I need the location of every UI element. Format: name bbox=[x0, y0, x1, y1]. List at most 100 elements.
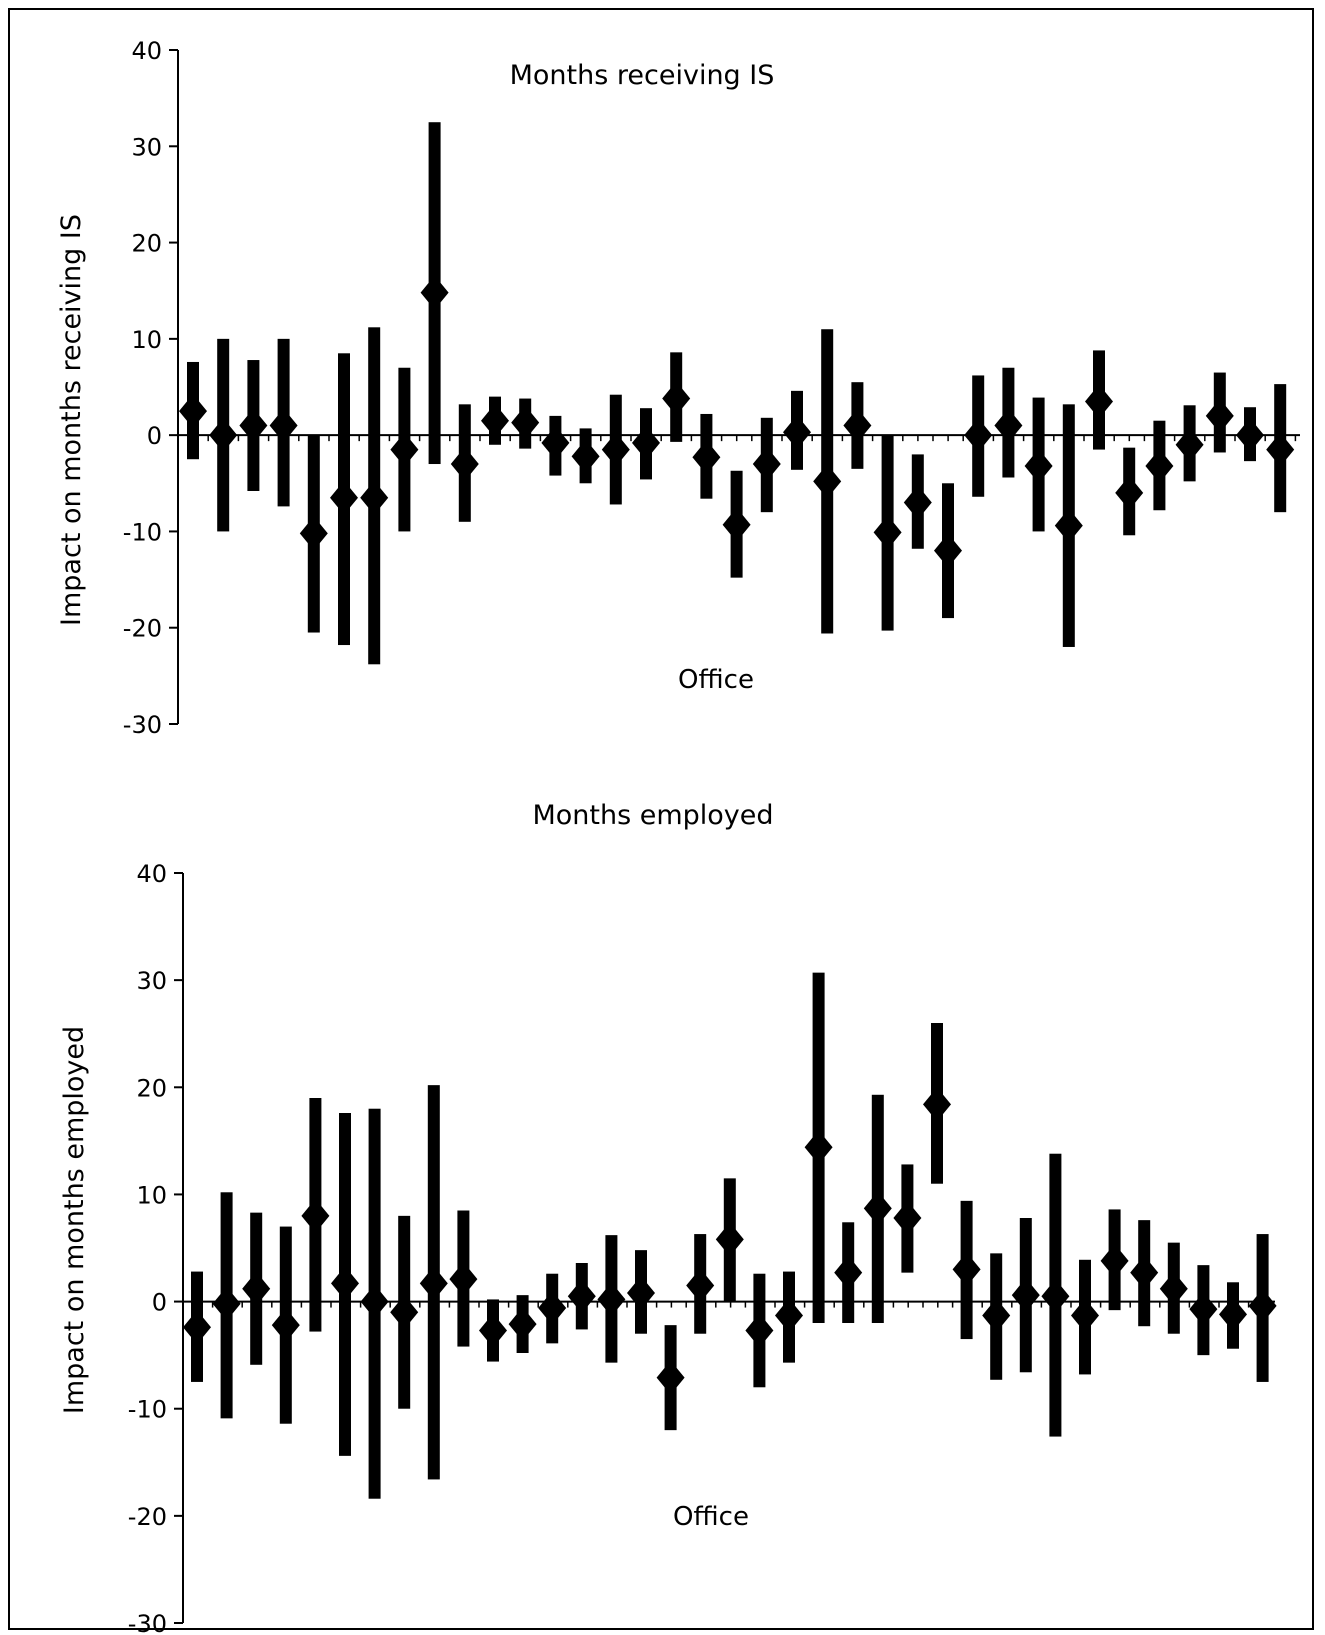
point-estimate-marker bbox=[481, 403, 509, 438]
chart-axes-1: 40 30 20 10 0 -10 -20 -30 bbox=[123, 37, 1300, 739]
chart-marks-1 bbox=[179, 122, 1295, 665]
point-estimate-marker bbox=[662, 381, 691, 416]
point-estimate-marker bbox=[271, 1308, 300, 1343]
point-estimate-marker bbox=[1071, 1298, 1099, 1333]
y-axis-title-2: Impact on months employed bbox=[59, 1026, 90, 1414]
point-estimate-marker bbox=[360, 480, 389, 515]
point-estimate-marker bbox=[1159, 1271, 1188, 1306]
point-estimate-marker bbox=[183, 1310, 211, 1345]
y-tick-label: 10 bbox=[131, 326, 162, 354]
point-estimate-marker bbox=[1189, 1292, 1218, 1327]
y-tick-label: 0 bbox=[152, 1289, 167, 1317]
point-estimate-marker bbox=[686, 1268, 715, 1303]
point-estimate-marker bbox=[179, 394, 207, 429]
point-estimate-marker bbox=[843, 408, 872, 443]
y-tick-label: -30 bbox=[128, 1610, 167, 1635]
point-estimate-marker bbox=[1054, 508, 1083, 543]
point-estimate-marker bbox=[752, 447, 781, 482]
point-estimate-marker bbox=[242, 1271, 271, 1306]
point-estimate-marker bbox=[982, 1298, 1011, 1333]
y-tick-label: -20 bbox=[123, 615, 162, 643]
point-estimate-marker bbox=[813, 464, 842, 499]
point-estimate-marker bbox=[632, 425, 660, 460]
x-axis-title-2: Office bbox=[673, 1502, 749, 1532]
point-estimate-marker bbox=[450, 447, 479, 482]
point-estimate-marker bbox=[656, 1360, 685, 1395]
point-estimate-marker bbox=[1085, 384, 1113, 419]
x-axis-title-1: Office bbox=[678, 665, 754, 695]
point-estimate-marker bbox=[775, 1298, 803, 1333]
y-tick-label: 30 bbox=[136, 967, 167, 995]
y-axis-title-1: Impact on months receiving IS bbox=[56, 214, 87, 626]
y-tick-label: 0 bbox=[147, 422, 162, 450]
point-estimate-marker bbox=[952, 1252, 981, 1287]
point-estimate-marker bbox=[301, 1198, 330, 1233]
point-estimate-marker bbox=[893, 1201, 922, 1235]
y-tick-label: 20 bbox=[131, 230, 162, 258]
point-estimate-marker bbox=[715, 1222, 744, 1257]
point-estimate-marker bbox=[923, 1087, 951, 1122]
point-estimate-marker bbox=[873, 515, 902, 550]
point-estimate-marker bbox=[1100, 1243, 1129, 1278]
y-tick-label: 40 bbox=[131, 37, 162, 65]
point-estimate-marker bbox=[627, 1276, 655, 1310]
point-estimate-marker bbox=[1145, 448, 1174, 483]
point-estimate-marker bbox=[269, 408, 298, 443]
point-estimate-marker bbox=[692, 440, 721, 475]
point-estimate-marker bbox=[567, 1279, 596, 1314]
point-estimate-marker bbox=[597, 1282, 626, 1317]
point-estimate-marker bbox=[538, 1291, 567, 1325]
point-estimate-marker bbox=[1236, 418, 1264, 453]
point-estimate-marker bbox=[1219, 1297, 1247, 1332]
point-estimate-marker bbox=[934, 533, 962, 568]
point-estimate-marker bbox=[783, 415, 811, 450]
point-estimate-marker bbox=[331, 1266, 359, 1301]
point-estimate-marker bbox=[390, 1295, 419, 1330]
point-estimate-marker bbox=[903, 485, 932, 520]
point-estimate-marker bbox=[1248, 1288, 1277, 1323]
point-estimate-marker bbox=[390, 432, 419, 467]
point-estimate-marker bbox=[571, 439, 600, 474]
y-tick-label: 30 bbox=[131, 133, 162, 161]
point-estimate-marker bbox=[1115, 475, 1144, 510]
point-estimate-marker bbox=[601, 432, 630, 467]
point-estimate-marker bbox=[1205, 398, 1234, 433]
point-estimate-marker bbox=[1130, 1255, 1159, 1290]
point-estimate-marker bbox=[420, 275, 449, 310]
y-tick-label: 20 bbox=[136, 1074, 167, 1102]
point-estimate-marker bbox=[834, 1255, 863, 1290]
point-estimate-marker bbox=[360, 1284, 389, 1319]
point-estimate-marker bbox=[1011, 1278, 1040, 1313]
point-estimate-marker bbox=[239, 408, 268, 443]
point-estimate-marker bbox=[511, 405, 540, 440]
point-estimate-marker bbox=[1041, 1279, 1070, 1314]
y-tick-label: 40 bbox=[136, 860, 167, 888]
point-estimate-marker bbox=[1175, 427, 1204, 462]
chart-marks-2 bbox=[183, 972, 1277, 1499]
point-estimate-marker bbox=[449, 1262, 478, 1297]
point-estimate-marker bbox=[863, 1191, 892, 1226]
point-estimate-marker bbox=[964, 418, 993, 453]
point-estimate-marker bbox=[541, 425, 570, 460]
point-estimate-marker bbox=[209, 418, 238, 453]
point-estimate-marker bbox=[722, 507, 751, 542]
point-estimate-marker bbox=[299, 516, 328, 551]
y-tick-label: -20 bbox=[128, 1503, 167, 1531]
point-estimate-marker bbox=[1024, 448, 1053, 483]
y-tick-label: -10 bbox=[128, 1396, 167, 1424]
point-estimate-marker bbox=[1266, 432, 1295, 467]
chart-title-1: Months receiving IS bbox=[510, 60, 775, 91]
point-estimate-marker bbox=[419, 1266, 448, 1301]
point-estimate-marker bbox=[804, 1130, 833, 1165]
point-estimate-marker bbox=[479, 1313, 507, 1348]
point-estimate-marker bbox=[508, 1307, 537, 1342]
chart-title-2: Months employed bbox=[532, 800, 773, 831]
y-tick-label: 10 bbox=[136, 1181, 167, 1209]
point-estimate-marker bbox=[212, 1286, 241, 1321]
point-estimate-marker bbox=[330, 480, 358, 515]
y-tick-label: -10 bbox=[123, 518, 162, 546]
y-tick-label: -30 bbox=[123, 711, 162, 739]
point-estimate-marker bbox=[745, 1313, 774, 1348]
point-estimate-marker bbox=[994, 408, 1023, 443]
